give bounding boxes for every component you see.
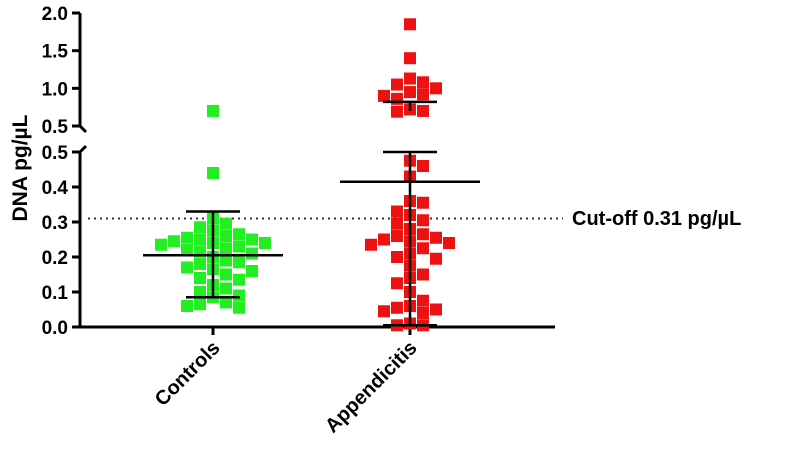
data-point [259, 237, 271, 249]
data-point [378, 89, 390, 102]
data-point [404, 18, 416, 31]
data-point [220, 230, 232, 242]
axis-break-mark [78, 144, 88, 154]
y-tick-label: 0.4 [42, 178, 69, 199]
y-tick-label: 0.1 [42, 283, 69, 304]
data-point [391, 301, 403, 314]
data-point [417, 307, 429, 319]
data-point [391, 205, 403, 218]
data-point [430, 231, 442, 244]
data-point [220, 217, 232, 230]
axis-break-mark [78, 124, 88, 134]
data-point [220, 242, 232, 255]
data-point [417, 268, 429, 281]
y-tick-label: 1.5 [42, 42, 69, 63]
y-tick-label: 0.2 [42, 248, 68, 269]
data-point [194, 298, 206, 311]
data-point [194, 233, 206, 246]
data-point [378, 233, 390, 246]
data-point [391, 251, 403, 263]
y-tick-label: 0.5 [42, 117, 69, 138]
data-point [233, 273, 245, 286]
data-point [417, 104, 429, 117]
data-point [246, 265, 258, 277]
data-point [430, 82, 442, 95]
data-point [233, 289, 245, 302]
axes: 0.0 0.1 0.2 0.3 0.4 0.5 0.5 1.0 1.5 2.0 Controls Ap… [42, 4, 555, 437]
data-point [246, 247, 258, 260]
data-point [233, 240, 245, 253]
data-point [417, 242, 429, 255]
data-point [417, 214, 429, 227]
error-bars [143, 100, 480, 327]
data-point [417, 76, 429, 89]
data-point [391, 277, 403, 290]
y-tick-label: 2.0 [42, 4, 68, 25]
data-point [443, 237, 455, 249]
data-point [220, 268, 232, 281]
y-axis-label: DNA pg/µL [9, 114, 32, 221]
data-point [417, 88, 429, 101]
x-tick-label: Controls [151, 337, 225, 411]
data-point [194, 221, 206, 234]
data-point [430, 303, 442, 316]
data-point [194, 286, 206, 298]
data-point [233, 301, 245, 314]
data-point [155, 238, 167, 251]
data-point [194, 258, 206, 270]
y-tick-label: 0.3 [42, 213, 68, 234]
data-point [181, 231, 193, 244]
data-point [391, 230, 403, 242]
data-point [181, 261, 193, 274]
y-tick-label: 0.5 [42, 143, 69, 164]
data-point [391, 78, 403, 91]
data-point [220, 254, 232, 267]
data-point [220, 296, 232, 309]
data-point [194, 272, 206, 284]
data-point [233, 228, 245, 241]
cutoff-label: Cut-off 0.31 pg/µL [572, 208, 741, 230]
data-point [404, 52, 416, 65]
y-tick-label: 1.0 [42, 79, 68, 100]
x-tick-label: Appendicitis [321, 337, 421, 437]
data-point [181, 244, 193, 256]
data-point [168, 235, 180, 248]
data-point [404, 86, 416, 99]
data-points [155, 18, 455, 332]
data-point [181, 300, 193, 312]
data-point [391, 105, 403, 118]
data-point [417, 160, 429, 172]
data-point [220, 282, 232, 295]
data-point [378, 305, 390, 318]
y-tick-label: 0.0 [42, 318, 68, 339]
data-point [365, 238, 377, 251]
data-point [417, 228, 429, 241]
data-point [207, 167, 219, 179]
data-point [430, 252, 442, 265]
data-point [246, 233, 258, 246]
data-point [404, 72, 416, 85]
data-point [207, 104, 219, 117]
data-point [233, 256, 245, 269]
data-point [391, 217, 403, 230]
data-point [417, 294, 429, 307]
data-point [417, 196, 429, 209]
